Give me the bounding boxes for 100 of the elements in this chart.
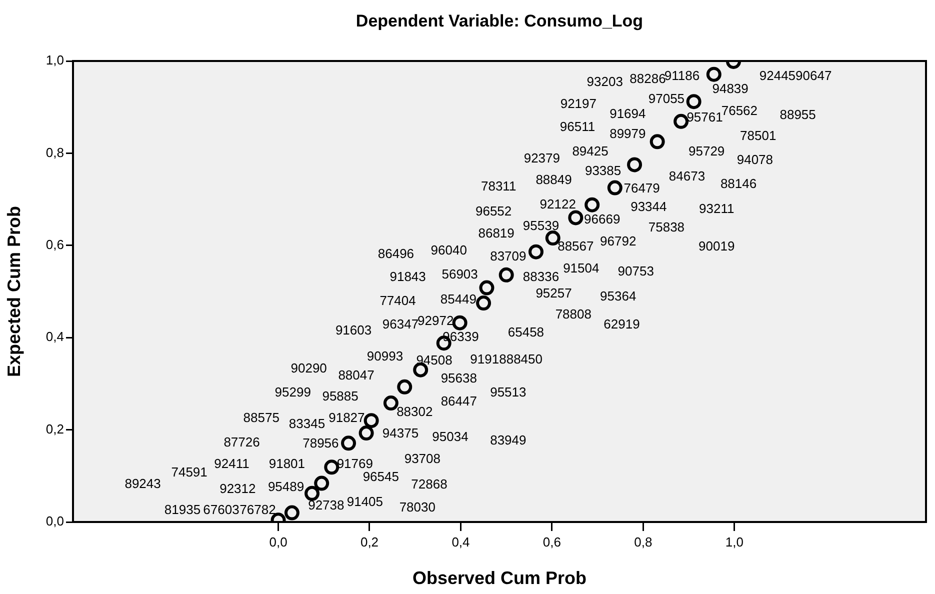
y-tick-label: 0,2	[46, 421, 64, 436]
annotation: 88567	[558, 238, 594, 254]
point	[476, 296, 492, 311]
annotation: 88575	[243, 410, 280, 425]
annotation: 65458	[508, 324, 544, 340]
annotation: 89979	[610, 126, 646, 141]
point	[324, 460, 340, 475]
chart-title: Dependent Variable: Consumo_Log	[356, 12, 644, 31]
annotation: 95034	[432, 428, 468, 444]
annotation: 78501	[740, 128, 776, 144]
annotation: 88047	[338, 367, 374, 382]
annotation: 92738	[308, 497, 344, 512]
annotation: 88286	[630, 71, 666, 86]
annotation: 83345	[288, 416, 326, 431]
annotation: 92197	[560, 96, 596, 111]
annotation: 93344	[630, 199, 667, 214]
annotation: 93211	[699, 201, 734, 216]
point	[304, 486, 320, 501]
point	[452, 315, 468, 330]
point	[498, 267, 514, 282]
x-tick-label: 0,8	[634, 534, 652, 550]
annotation: 93385	[584, 163, 622, 178]
annotation: 96347	[382, 316, 419, 332]
point	[479, 280, 494, 296]
annotation: 94078	[736, 152, 774, 168]
annotation: 85449	[440, 291, 477, 306]
annotation: 91405	[346, 494, 384, 509]
annotation: 88955	[780, 106, 816, 122]
annotation: 91801	[268, 456, 306, 471]
annotation: 90019	[698, 238, 735, 254]
annotation: 96545	[362, 468, 399, 484]
x-tick-label: 0,0	[269, 534, 288, 550]
annotation: 96669	[584, 212, 620, 227]
point	[284, 505, 300, 520]
annotation: 92379	[524, 150, 560, 166]
point	[568, 210, 584, 226]
point	[584, 197, 600, 212]
point	[674, 114, 689, 129]
annotation: 92411	[214, 456, 250, 471]
annotation: 88849	[536, 172, 572, 187]
annotation: 87726	[224, 434, 260, 450]
annotation: 97055	[648, 90, 685, 106]
annotation: 86447	[440, 394, 477, 409]
annotation: 96792	[600, 233, 636, 248]
point	[607, 180, 622, 196]
annotation: 94508	[416, 352, 452, 368]
annotation: 91843	[390, 268, 426, 284]
y-axis-title: Expected Cum Prob	[4, 206, 24, 378]
annotation: 91694	[610, 106, 646, 122]
annotation: 81935	[164, 502, 201, 518]
annotation: 88302	[396, 404, 433, 419]
point	[650, 134, 665, 150]
annotation: 75838	[648, 219, 685, 234]
point	[364, 413, 379, 428]
annotation: 95364	[600, 288, 636, 304]
annotation: 88336	[522, 269, 560, 284]
annotation: 86819	[478, 225, 514, 240]
annotation: 67603	[203, 502, 240, 518]
annotation: 95638	[440, 370, 477, 386]
annotation: 95885	[322, 388, 358, 404]
annotation: 96552	[475, 203, 512, 218]
annotation: 77404	[380, 292, 416, 308]
annotation: 95257	[536, 285, 572, 300]
point	[383, 396, 398, 411]
annotation: 96511	[560, 118, 596, 134]
annotation: 78956	[302, 436, 339, 451]
point	[341, 436, 356, 451]
annotation: 89243	[124, 476, 161, 491]
point	[627, 157, 642, 172]
annotation: 96040	[430, 242, 467, 258]
annotation: 90753	[618, 263, 654, 278]
annotation: 95729	[688, 143, 725, 158]
annotation: 93708	[404, 450, 440, 466]
annotation: 91769	[336, 456, 373, 471]
annotation: 95513	[490, 384, 526, 400]
point	[314, 476, 330, 491]
y-tick-label: 0,6	[46, 236, 64, 252]
annotation: 95761	[686, 109, 723, 124]
annotation: 74591	[171, 464, 208, 480]
point	[706, 66, 722, 82]
annotation: 91504	[563, 260, 600, 276]
annotation: 78030	[399, 500, 436, 515]
y-tick-label: 0,4	[46, 329, 64, 344]
x-tick-label: 0,6	[542, 534, 561, 550]
annotation: 95299	[274, 384, 311, 400]
annotation: 83949	[490, 432, 526, 448]
annotation: 78808	[555, 306, 592, 322]
annotation: 92122	[540, 196, 576, 212]
annotation: 78311	[480, 178, 516, 194]
annotation: 88146	[720, 176, 757, 192]
annotation: 93203	[586, 74, 623, 90]
annotation: 84673	[668, 168, 706, 184]
annotation: 92972	[418, 313, 454, 328]
point	[528, 244, 544, 260]
x-axis-title: Observed Cum Prob	[412, 568, 587, 588]
annotation: 90993	[366, 348, 404, 364]
x-tick-label: 0,4	[452, 534, 470, 550]
y-tick-label: 0,8	[46, 144, 64, 160]
annotation: 83709	[490, 248, 526, 264]
point	[686, 94, 702, 110]
